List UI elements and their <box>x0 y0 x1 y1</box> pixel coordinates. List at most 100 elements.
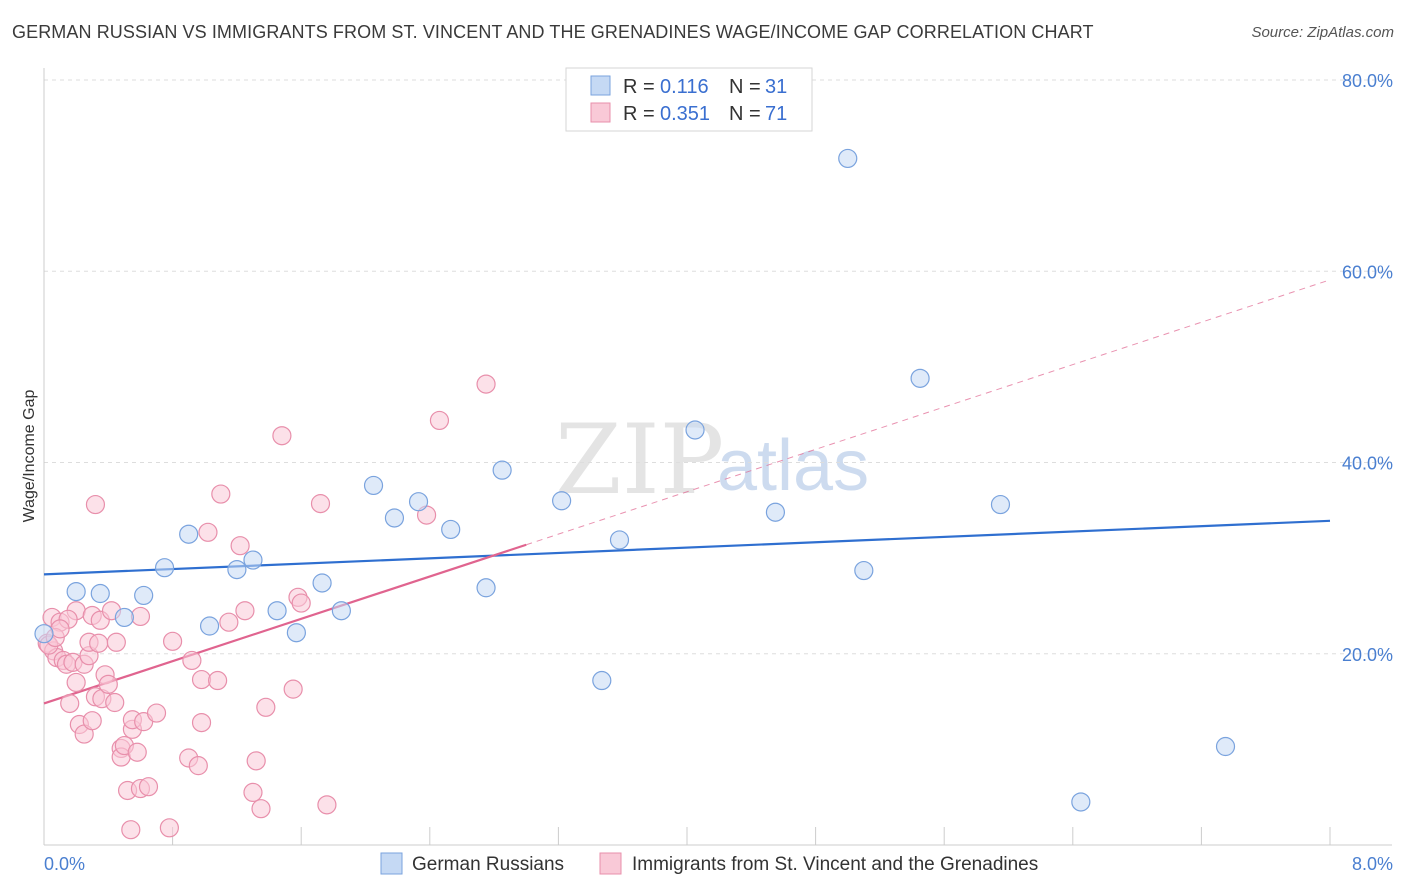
immigrants-point <box>291 593 311 613</box>
german-russians-point <box>552 491 572 511</box>
german-russians-point <box>114 607 134 628</box>
immigrants-point <box>121 820 141 840</box>
german-russians-point <box>408 492 429 512</box>
german-russians-point <box>267 601 287 621</box>
immigrants-point <box>127 742 147 762</box>
immigrants-point <box>208 670 228 691</box>
immigrants-point <box>159 818 179 838</box>
german-russians-point <box>476 578 496 598</box>
immigrants-point <box>60 693 80 714</box>
immigrants-point <box>230 536 250 556</box>
legend-n-value-1: 71 <box>765 103 787 125</box>
immigrants-point <box>246 751 266 771</box>
german-russians-point <box>66 581 86 602</box>
watermark-zip: ZIP <box>555 404 724 516</box>
data-points <box>34 148 1236 840</box>
immigrants-point <box>163 631 183 651</box>
german-russians-point <box>609 530 630 550</box>
immigrants-point <box>256 697 276 717</box>
german-russians-point <box>34 624 54 644</box>
german-russians-point <box>765 502 786 522</box>
immigrants-trend-line <box>43 543 527 705</box>
german-russians-point <box>243 550 263 570</box>
immigrants-point <box>89 633 109 653</box>
legend-swatch-german-russians <box>590 75 611 96</box>
legend-n-label-0: N = <box>729 76 761 98</box>
y-tick-label: 60.0% <box>1342 262 1393 282</box>
german-russians-point <box>990 494 1011 515</box>
german-russians-point <box>286 623 306 643</box>
german-russians-point <box>199 616 220 636</box>
bottom-legend: German Russians Immigrants from St. Vinc… <box>380 852 1038 875</box>
immigrants-trend-extension <box>526 279 1331 546</box>
bottom-legend-swatch-german-russians <box>380 852 403 875</box>
immigrants-point <box>106 632 126 652</box>
german-russians-point <box>592 670 612 691</box>
german-russians-point <box>331 601 351 621</box>
bottom-legend-label-immigrants: Immigrants from St. Vincent and the Gren… <box>632 854 1038 875</box>
immigrants-point <box>219 612 239 632</box>
german-russians-point <box>90 583 110 604</box>
immigrants-point <box>182 650 202 671</box>
axes <box>43 68 1392 846</box>
german-russians-point <box>384 508 405 528</box>
bottom-legend-swatch-immigrants <box>599 852 622 875</box>
legend-r-value-1: 0.351 <box>660 103 710 125</box>
immigrants-point <box>235 601 255 621</box>
immigrants-point <box>243 782 263 803</box>
immigrants-point <box>251 799 271 819</box>
legend-swatch-immigrants <box>590 102 611 123</box>
german-russians-point <box>910 368 930 388</box>
watermark-atlas: atlas <box>717 426 869 506</box>
y-tick-label: 20.0% <box>1342 645 1393 665</box>
legend-r-label-1: R = <box>623 103 655 125</box>
immigrants-point <box>283 679 303 699</box>
german-russians-point <box>1215 736 1236 757</box>
grid-lines <box>44 79 1392 655</box>
y-axis-label: Wage/Income Gap <box>21 390 38 523</box>
immigrants-point <box>272 426 292 446</box>
immigrants-point <box>85 494 106 515</box>
immigrants-point <box>105 692 125 713</box>
immigrants-point <box>317 795 337 815</box>
immigrants-point <box>82 711 102 731</box>
immigrants-point <box>130 606 151 627</box>
immigrants-point <box>191 669 212 690</box>
immigrants-point <box>146 703 167 723</box>
immigrants-point <box>138 777 159 797</box>
immigrants-point <box>98 674 118 694</box>
source-label: Source: ZipAtlas.com <box>1251 24 1394 41</box>
german-russians-point <box>685 420 705 440</box>
german-russians-point <box>312 573 332 593</box>
immigrants-point <box>476 374 496 394</box>
legend-r-value-0: 0.116 <box>660 76 709 98</box>
immigrants-point <box>211 484 231 504</box>
immigrants-point <box>66 672 86 693</box>
top-legend: R = 0.116 N = 31 R = 0.351 N = 71 <box>565 67 813 132</box>
german-russians-point <box>492 460 512 480</box>
german-russians-point <box>179 524 199 544</box>
immigrants-point <box>50 619 70 639</box>
german-russians-point <box>134 585 154 606</box>
y-tick-label: 40.0% <box>1342 454 1393 474</box>
immigrants-point <box>188 756 208 776</box>
legend-n-label-1: N = <box>729 103 761 125</box>
immigrants-point <box>198 522 218 542</box>
trend-lines <box>43 279 1331 705</box>
y-tick-label: 80.0% <box>1342 71 1393 91</box>
x-tick-label: 8.0% <box>1352 854 1393 874</box>
german-russians-point <box>154 558 175 578</box>
immigrants-point <box>191 712 212 733</box>
x-tick-label: 0.0% <box>44 854 85 874</box>
tick-labels: 20.0% 40.0% 60.0% 80.0% 0.0% 8.0% <box>44 71 1393 874</box>
bottom-legend-label-german-russians: German Russians <box>412 854 564 875</box>
german-russians-point <box>838 148 858 169</box>
immigrants-point <box>429 410 450 431</box>
legend-r-label-0: R = <box>623 76 655 98</box>
german-russians-point <box>363 475 384 496</box>
legend-n-value-0: 31 <box>765 76 787 98</box>
german-russians-point <box>227 559 247 580</box>
german-russians-point <box>1071 792 1091 812</box>
german-russians-point <box>854 560 874 581</box>
